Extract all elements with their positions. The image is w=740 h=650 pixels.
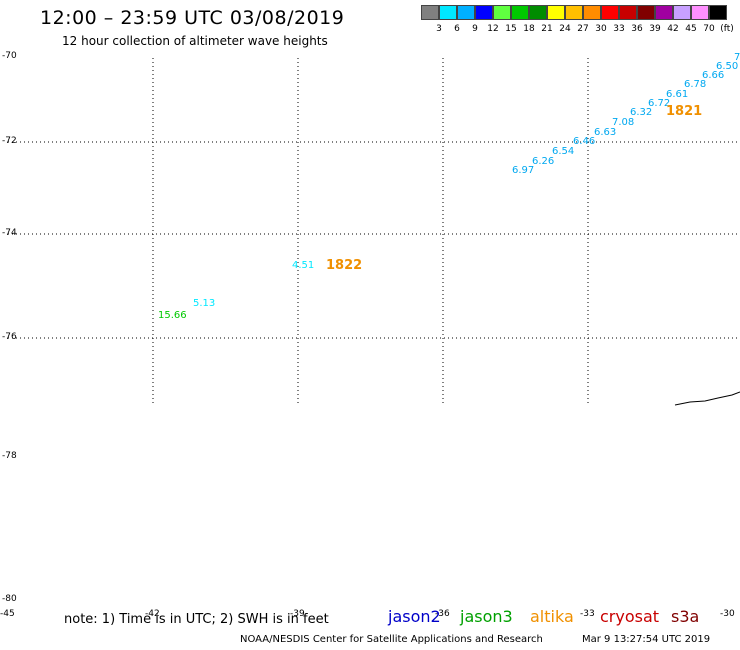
scale-label: 9 — [472, 24, 478, 34]
map-subtitle: 12 hour collection of altimeter wave hei… — [62, 34, 328, 48]
wave-height-label: 6.63 — [594, 127, 617, 138]
scale-label: 36 — [631, 24, 643, 34]
scale-label: 18 — [523, 24, 535, 34]
scale-swatch — [547, 5, 565, 20]
scale-label: 27 — [577, 24, 589, 34]
scale-label: 45 — [685, 24, 697, 34]
wave-height-label: 7.08 — [612, 117, 635, 128]
credit-line: NOAA/NESDIS Center for Satellite Applica… — [240, 634, 543, 645]
scale-swatch — [583, 5, 601, 20]
scale-label: 39 — [649, 24, 661, 34]
satellite-legend-altika: altika — [530, 607, 574, 626]
scale-swatch — [439, 5, 457, 20]
scale-swatch — [457, 5, 475, 20]
scale-label: 12 — [487, 24, 499, 34]
wave-height-label: 6.50 — [716, 61, 739, 72]
wave-height-label: 6.66 — [702, 70, 725, 81]
scale-label: 42 — [667, 24, 679, 34]
satellite-legend-s3a: s3a — [671, 607, 700, 626]
scale-label: 24 — [559, 24, 571, 34]
scale-label: 6 — [454, 24, 460, 34]
scale-swatch — [421, 5, 439, 20]
wave-height-label: 5.13 — [193, 298, 216, 309]
wave-height-label: 7 — [734, 52, 740, 63]
scale-label: 15 — [505, 24, 517, 34]
scale-label: 70 — [703, 24, 715, 34]
scale-label: 21 — [541, 24, 553, 34]
wave-height-label: 6.97 — [512, 165, 535, 176]
latitude-label: -72 — [2, 136, 17, 146]
latitude-label: -76 — [2, 332, 17, 342]
scale-label: 33 — [613, 24, 625, 34]
longitude-label: -39 — [290, 609, 305, 619]
wave-height-label: 6.72 — [648, 98, 671, 109]
units-note: note: 1) Time is in UTC; 2) SWH is in fe… — [64, 612, 329, 627]
scale-swatch — [475, 5, 493, 20]
longitude-label: -45 — [0, 609, 15, 619]
generated-timestamp: Mar 9 13:27:54 UTC 2019 — [582, 634, 711, 645]
wave-height-label: 6.32 — [630, 107, 653, 118]
scale-swatch — [673, 5, 691, 20]
satellite-legend-jason3: jason3 — [460, 607, 513, 626]
satellite-legend-jason2: jason2 — [388, 607, 441, 626]
scale-swatch — [529, 5, 547, 20]
scale-label: 3 — [436, 24, 442, 34]
wave-height-label: 6.26 — [532, 156, 555, 167]
wave-height-label: 6.54 — [552, 146, 575, 157]
scale-swatch — [565, 5, 583, 20]
scale-swatch — [493, 5, 511, 20]
scale-swatch — [655, 5, 673, 20]
scale-swatch — [511, 5, 529, 20]
wave-height-label: 6.78 — [684, 79, 707, 90]
longitude-label: -30 — [720, 609, 735, 619]
latitude-label: -74 — [2, 228, 17, 238]
pass-time-label: 1822 — [326, 258, 363, 273]
latitude-label: -78 — [2, 451, 17, 461]
scale-swatch — [709, 5, 727, 20]
latitude-label: -70 — [2, 51, 17, 61]
coastline — [674, 391, 740, 406]
scale-swatch — [601, 5, 619, 20]
longitude-label: -42 — [145, 609, 160, 619]
scale-label: (ft) — [720, 24, 734, 34]
scale-swatch — [637, 5, 655, 20]
scale-swatch — [619, 5, 637, 20]
satellite-legend-cryosat: cryosat — [600, 607, 660, 626]
latitude-label: -80 — [2, 594, 17, 604]
wave-height-label: 4.51 — [292, 260, 315, 271]
wave-height-label: 6.61 — [666, 89, 689, 100]
wave-height-label: 15.66 — [158, 310, 187, 321]
scale-swatch — [691, 5, 709, 20]
wave-height-label: 6.46 — [573, 136, 596, 147]
map-title: 12:00 – 23:59 UTC 03/08/2019 — [40, 7, 345, 29]
longitude-label: -33 — [580, 609, 595, 619]
scale-label: 30 — [595, 24, 607, 34]
longitude-label: -36 — [435, 609, 450, 619]
pass-time-label: 1821 — [666, 104, 703, 119]
